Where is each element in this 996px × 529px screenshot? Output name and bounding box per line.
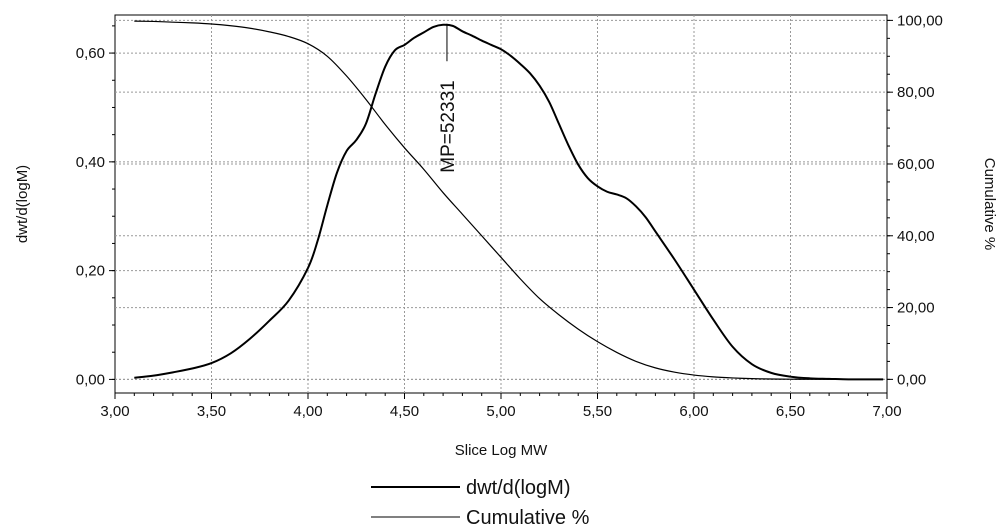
x-tick-label: 4,50 — [390, 403, 419, 420]
tick-labels: 3,00 3,50 4,00 4,50 5,00 5,50 6,00 6,50 7,00 0,00… — [76, 12, 943, 420]
y-axis-right-title: Cumulative % — [981, 158, 996, 251]
grid — [115, 15, 887, 393]
axis-ticks — [109, 19, 893, 399]
y-right-tick-label: 20,00 — [897, 300, 935, 317]
annotation-mp: MP=52331 — [438, 80, 459, 172]
x-tick-label: 3,50 — [197, 403, 226, 420]
series-layer — [134, 20, 884, 381]
legend-label-dwt: dwt/d(logM) — [466, 477, 570, 499]
legend-label-cumulative: Cumulative % — [466, 507, 590, 529]
y-left-tick-label: 0,40 — [76, 154, 105, 171]
x-tick-label: 6,00 — [679, 403, 708, 420]
annotation-group: MP=52331 — [438, 23, 459, 173]
legend: dwt/d(logM) Cumulative % — [371, 477, 590, 529]
y-axis-left-title: dwt/d(logM) — [14, 165, 31, 243]
y-left-tick-label: 0,00 — [76, 371, 105, 388]
series-line-dwt — [134, 23, 884, 381]
y-left-tick-label: 0,20 — [76, 263, 105, 280]
y-right-tick-label: 100,00 — [897, 12, 943, 29]
x-tick-label: 5,50 — [583, 403, 612, 420]
x-tick-label: 7,00 — [872, 403, 901, 420]
y-right-tick-label: 40,00 — [897, 228, 935, 245]
y-right-tick-label: 60,00 — [897, 156, 935, 173]
y-left-tick-label: 0,60 — [76, 45, 105, 62]
x-tick-label: 6,50 — [776, 403, 805, 420]
x-tick-label: 3,00 — [100, 403, 129, 420]
y-right-tick-label: 0,00 — [897, 371, 926, 388]
x-tick-label: 4,00 — [293, 403, 322, 420]
x-axis-title: Slice Log MW — [455, 442, 548, 459]
y-right-tick-label: 80,00 — [897, 84, 935, 101]
x-tick-label: 5,00 — [486, 403, 515, 420]
series-line-cumulative — [134, 20, 884, 380]
